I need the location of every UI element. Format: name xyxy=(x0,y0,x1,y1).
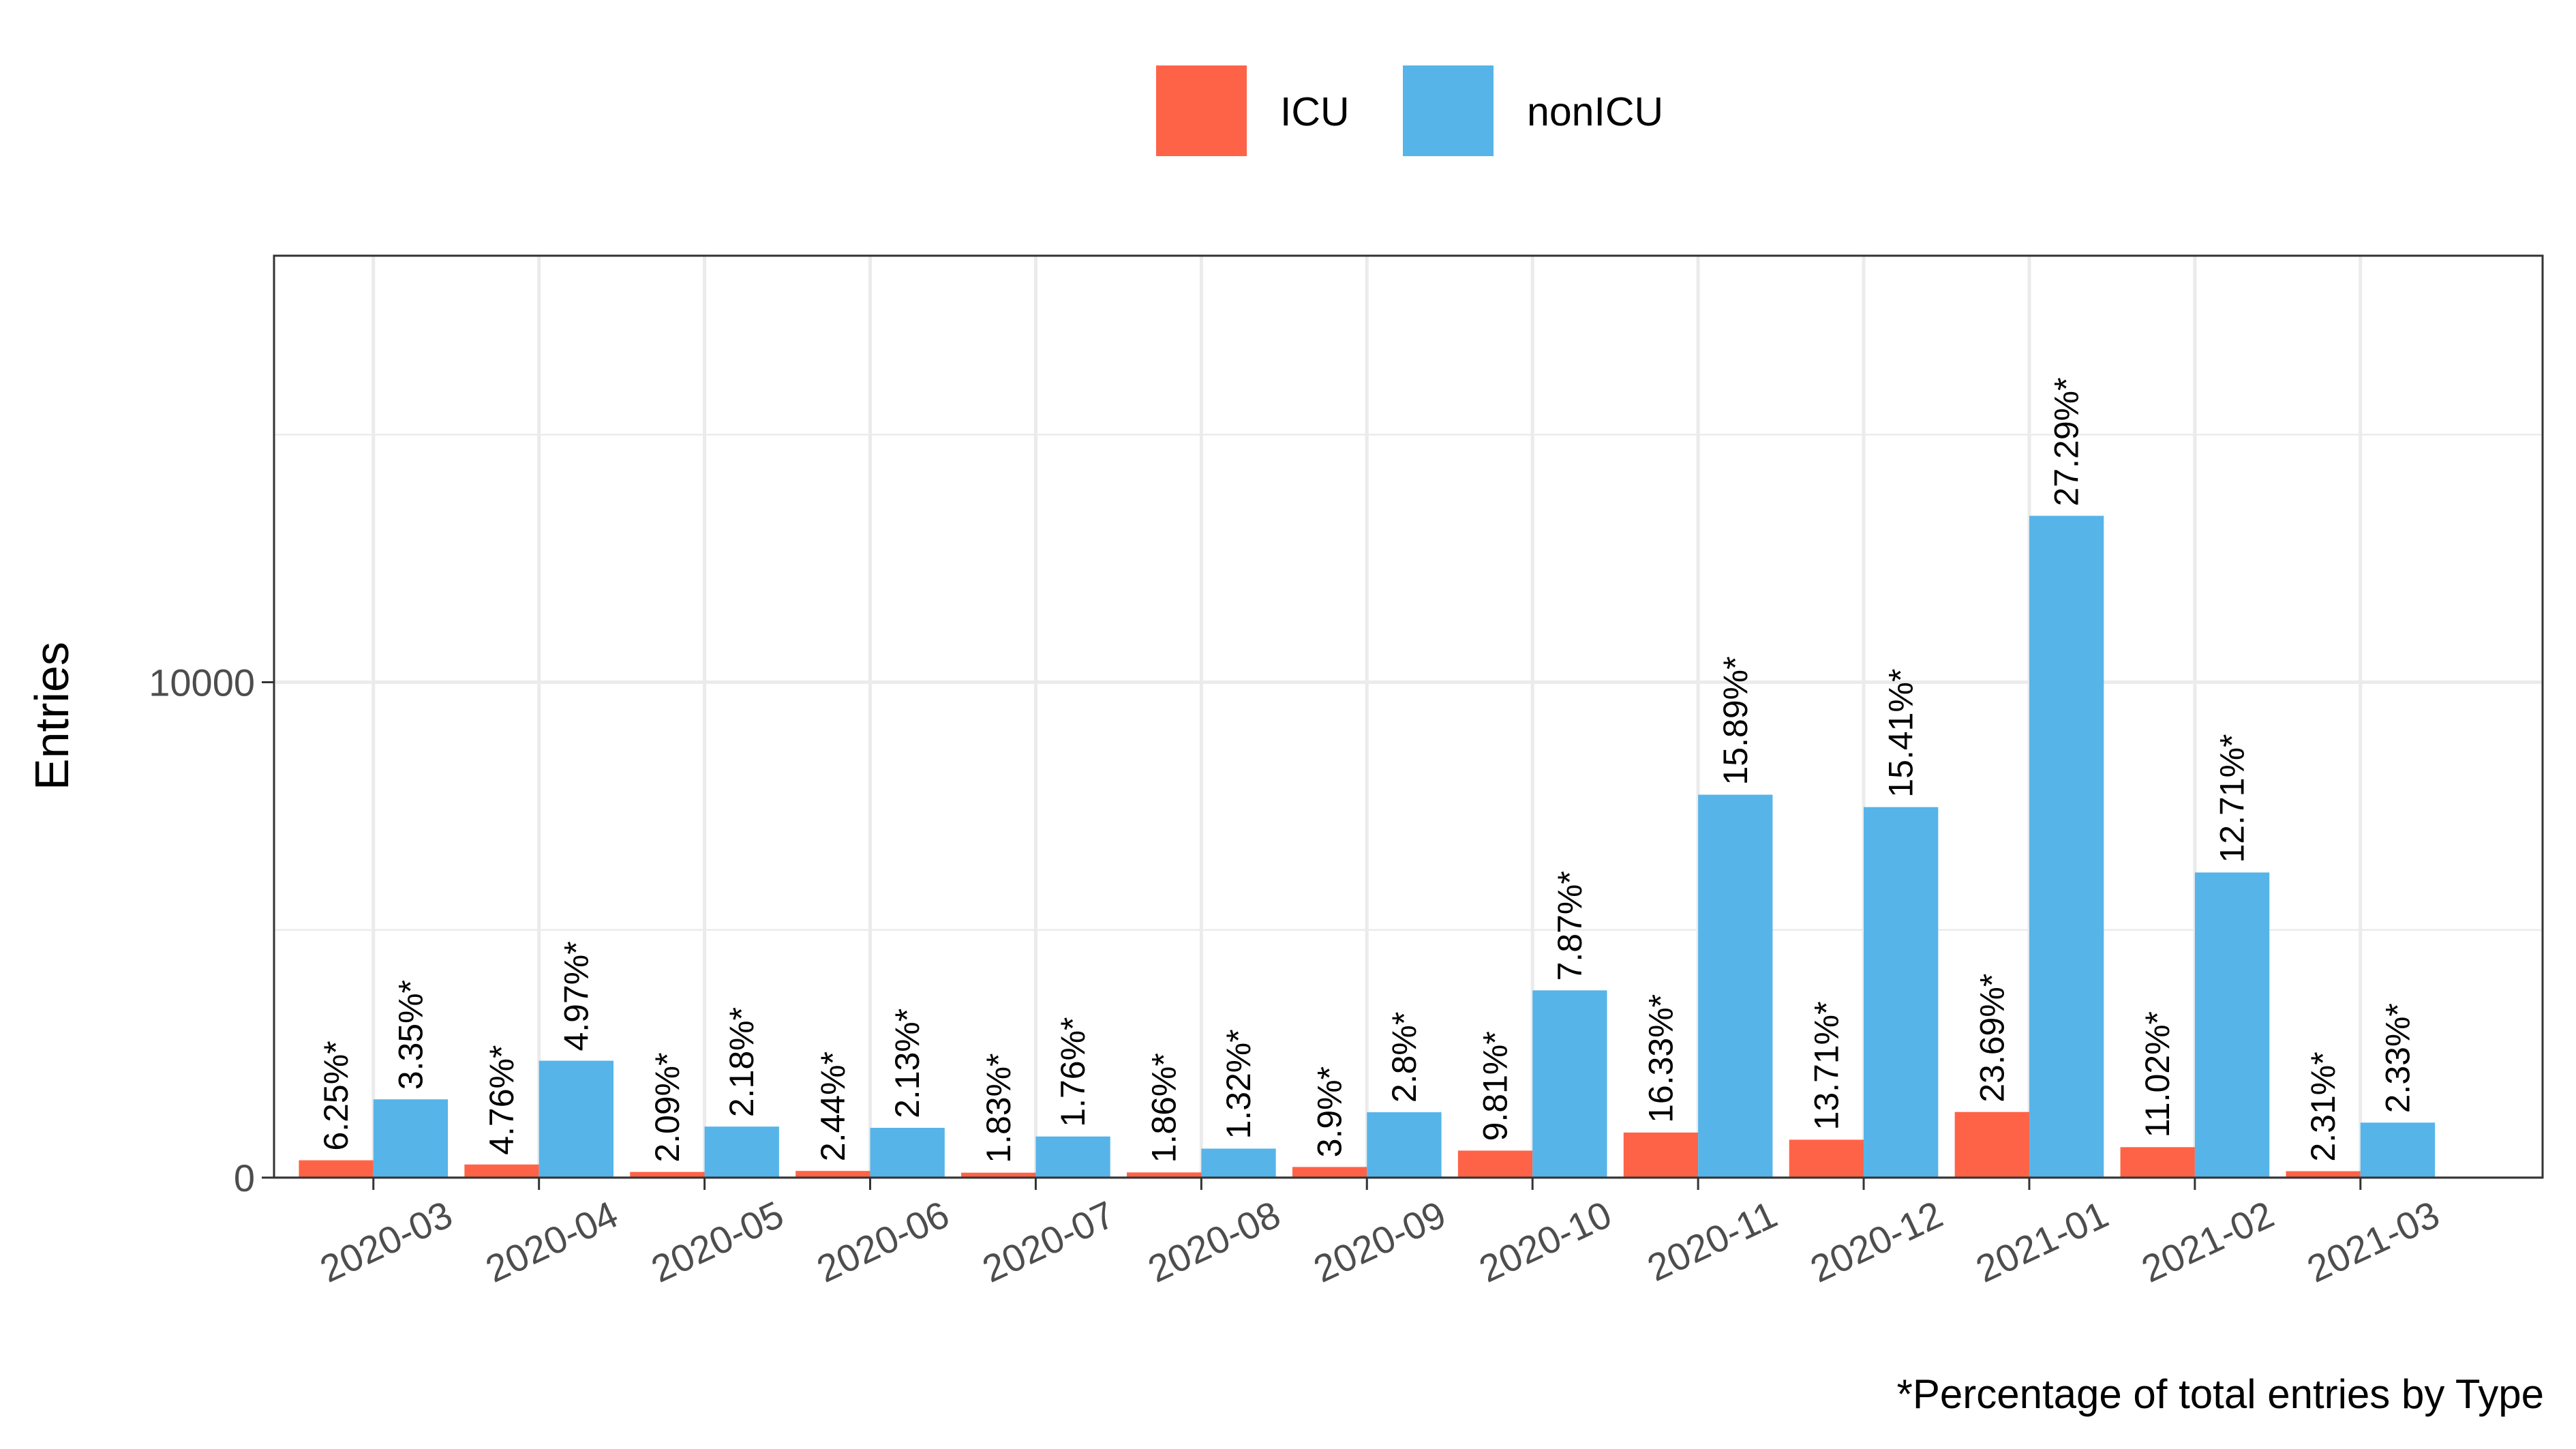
bar-icu-2020-09 xyxy=(1292,1167,1367,1178)
bar-nonicu-2020-10 xyxy=(1532,990,1607,1178)
bar-icu-2020-07 xyxy=(961,1172,1036,1178)
bar-icu-2021-03 xyxy=(2286,1171,2361,1178)
bar-label-nonicu-2021-01: 27.29%* xyxy=(2048,377,2086,506)
bar-nonicu-2020-06 xyxy=(870,1127,945,1178)
bars xyxy=(299,516,2436,1178)
bar-icu-2020-06 xyxy=(795,1171,870,1178)
bar-nonicu-2020-09 xyxy=(1367,1112,1442,1178)
legend-swatch-nonicu xyxy=(1403,65,1494,156)
bar-label-icu-2020-04: 4.76%* xyxy=(483,1045,521,1155)
bar-label-icu-2020-10: 9.81%* xyxy=(1476,1031,1515,1141)
bar-nonicu-2020-12 xyxy=(1864,807,1939,1178)
bar-label-nonicu-2020-09: 2.8%* xyxy=(1385,1012,1423,1103)
bar-icu-2020-08 xyxy=(1127,1172,1202,1178)
legend: ICU nonICU xyxy=(1156,65,1663,156)
bar-label-icu-2020-07: 1.83%* xyxy=(980,1054,1018,1163)
y-axis: 0 10000 xyxy=(149,661,274,1199)
bar-label-nonicu-2020-08: 1.32%* xyxy=(1219,1029,1258,1139)
y-tick-label: 10000 xyxy=(149,661,255,704)
bar-nonicu-2020-08 xyxy=(1201,1148,1276,1178)
y-axis-label: Entries xyxy=(25,642,78,790)
bar-nonicu-2021-02 xyxy=(2194,872,2270,1178)
bar-label-icu-2020-12: 13.71%* xyxy=(1807,1001,1845,1130)
bar-label-icu-2020-05: 2.09%* xyxy=(648,1052,686,1162)
bar-nonicu-2021-01 xyxy=(2029,516,2104,1178)
legend-label-icu: ICU xyxy=(1280,89,1350,134)
bar-label-icu-2020-09: 3.9%* xyxy=(1311,1066,1349,1157)
chart-caption: *Percentage of total entries by Type xyxy=(1897,1371,2544,1417)
bar-label-icu-2020-11: 16.33%* xyxy=(1641,994,1680,1123)
bar-icu-2020-05 xyxy=(630,1171,705,1178)
bar-label-icu-2020-03: 6.25%* xyxy=(317,1041,355,1150)
bar-label-nonicu-2021-02: 12.71%* xyxy=(2213,734,2252,863)
bar-label-nonicu-2020-07: 1.76%* xyxy=(1054,1017,1092,1126)
bar-label-nonicu-2020-06: 2.13%* xyxy=(888,1009,926,1118)
bar-label-nonicu-2020-11: 15.89%* xyxy=(1716,656,1755,785)
bar-labels: 6.25%* 3.35%* 4.76%* 4.97%* 2.09%* 2.18%* 2.44… xyxy=(317,377,2416,1163)
bar-label-icu-2021-01: 23.69%* xyxy=(1973,974,2011,1103)
legend-swatch-icu xyxy=(1156,65,1247,156)
bar-nonicu-2020-05 xyxy=(704,1126,779,1178)
bar-label-icu-2020-08: 1.86%* xyxy=(1145,1053,1183,1163)
bar-label-nonicu-2021-03: 2.33%* xyxy=(2378,1003,2416,1113)
bar-label-nonicu-2020-10: 7.87%* xyxy=(1551,871,1589,981)
bar-nonicu-2020-11 xyxy=(1698,794,1773,1178)
bar-nonicu-2021-03 xyxy=(2360,1122,2436,1178)
bar-icu-2020-11 xyxy=(1623,1132,1699,1178)
legend-label-nonicu: nonICU xyxy=(1527,89,1663,134)
bar-label-nonicu-2020-12: 15.41%* xyxy=(1882,669,1920,798)
bar-icu-2020-04 xyxy=(464,1164,539,1178)
bar-nonicu-2020-07 xyxy=(1035,1136,1110,1178)
bar-icu-2020-03 xyxy=(299,1160,374,1178)
bar-label-icu-2020-06: 2.44%* xyxy=(814,1051,852,1161)
y-tick-label: 0 xyxy=(234,1156,255,1199)
bar-label-nonicu-2020-03: 3.35%* xyxy=(391,980,429,1090)
bar-nonicu-2020-03 xyxy=(373,1099,449,1178)
bar-nonicu-2020-04 xyxy=(539,1060,613,1178)
bar-icu-2020-12 xyxy=(1789,1139,1864,1178)
bar-icu-2020-10 xyxy=(1457,1150,1533,1178)
bar-label-icu-2021-03: 2.31%* xyxy=(2304,1051,2342,1161)
bar-label-nonicu-2020-04: 4.97%* xyxy=(557,941,595,1051)
bar-label-nonicu-2020-05: 2.18%* xyxy=(723,1007,761,1117)
plot-panel-border xyxy=(273,254,2544,1179)
bar-icu-2021-01 xyxy=(1954,1111,2029,1178)
bar-icu-2021-02 xyxy=(2120,1147,2195,1178)
bar-label-icu-2021-02: 11.02%* xyxy=(2138,1011,2177,1137)
